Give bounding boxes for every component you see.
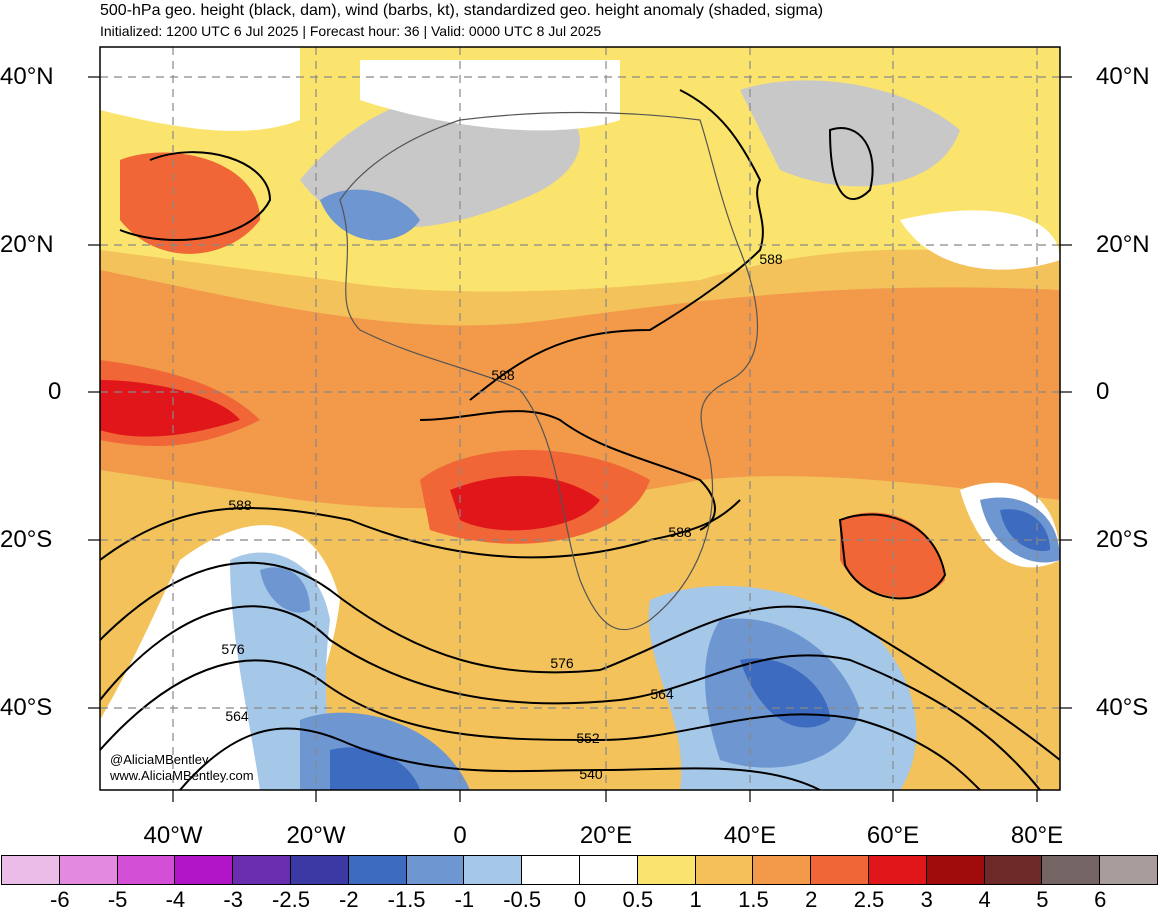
colorbar bbox=[1, 855, 1158, 885]
colorbar-tick-label: -0.5 bbox=[503, 887, 542, 912]
colorbar-swatch bbox=[1041, 855, 1101, 885]
colorbar-swatch bbox=[983, 855, 1043, 885]
colorbar-swatch bbox=[694, 855, 754, 885]
svg-text:576: 576 bbox=[550, 655, 574, 671]
colorbar-swatch bbox=[1099, 855, 1158, 885]
colorbar-tick-label: 5 bbox=[1036, 887, 1049, 912]
colorbar-tick-label: 1 bbox=[689, 887, 702, 912]
map-title: 500-hPa geo. height (black, dam), wind (… bbox=[100, 2, 824, 19]
svg-text:588: 588 bbox=[759, 251, 783, 267]
svg-text:552: 552 bbox=[576, 730, 600, 746]
colorbar-tick-label: 2.5 bbox=[853, 887, 885, 912]
colorbar-tick-label: 4 bbox=[978, 887, 991, 912]
map-subtitle: Initialized: 1200 UTC 6 Jul 2025 | Forec… bbox=[100, 23, 602, 39]
lat-label-left: 0 bbox=[48, 378, 62, 405]
svg-text:540: 540 bbox=[579, 766, 603, 782]
colorbar-swatch bbox=[174, 855, 234, 885]
colorbar-swatch bbox=[752, 855, 812, 885]
colorbar-swatch bbox=[405, 855, 465, 885]
colorbar-swatch bbox=[521, 855, 580, 885]
lat-label-left: 20°N bbox=[0, 231, 54, 258]
colorbar-swatch bbox=[232, 855, 291, 885]
colorbar-tick-label: 0 bbox=[573, 887, 587, 912]
credit-site: www.AliciaMBentley.com bbox=[110, 768, 254, 783]
svg-text:588: 588 bbox=[228, 497, 252, 513]
colorbar-swatch bbox=[1, 855, 60, 885]
colorbar-tick-label: 1.5 bbox=[738, 887, 769, 912]
colorbar-tick-label: -5 bbox=[107, 887, 128, 912]
svg-text:576: 576 bbox=[221, 641, 245, 657]
colorbar-tick-label: 6 bbox=[1094, 887, 1107, 912]
lat-label-left: 20°S bbox=[0, 526, 53, 553]
colorbar-swatch bbox=[116, 855, 176, 885]
lon-label: 60°E bbox=[866, 822, 920, 849]
lat-label-right: 20°S bbox=[1096, 526, 1149, 553]
colorbar-tick-label: -2 bbox=[339, 887, 359, 912]
colorbar-swatch bbox=[925, 855, 985, 885]
lon-label: 0 bbox=[453, 822, 467, 849]
lat-label-right: 40°N bbox=[1096, 63, 1150, 90]
colorbar-swatch bbox=[636, 855, 696, 885]
lon-label: 40°E bbox=[723, 822, 777, 849]
lat-label-right: 0 bbox=[1096, 378, 1110, 405]
colorbar-swatch bbox=[810, 855, 869, 885]
svg-text:564: 564 bbox=[225, 708, 249, 724]
weather-map: 588 588 588 588 576 576 564 564 552 540 bbox=[88, 46, 1072, 802]
colorbar-swatch bbox=[289, 855, 349, 885]
colorbar-swatch bbox=[58, 855, 118, 885]
lat-label-right: 20°N bbox=[1096, 231, 1150, 258]
colorbar-swatch bbox=[347, 855, 407, 885]
colorbar-tick-label: -4 bbox=[165, 887, 186, 912]
lon-label: 20°W bbox=[286, 822, 346, 849]
lat-label-right: 40°S bbox=[1096, 694, 1149, 721]
colorbar-tick-label: -2.5 bbox=[272, 887, 310, 912]
lon-label: 80°E bbox=[1010, 822, 1064, 849]
contour-label: 588 bbox=[228, 497, 252, 513]
lat-label-left: 40°S bbox=[0, 694, 53, 721]
colorbar-tick-label: -6 bbox=[50, 887, 70, 912]
svg-text:588: 588 bbox=[491, 367, 515, 383]
lon-label: 20°E bbox=[579, 822, 633, 849]
colorbar-tick-label: -1 bbox=[454, 887, 475, 912]
lon-label: 40°W bbox=[143, 822, 203, 849]
colorbar-tick-label: 3 bbox=[920, 887, 933, 912]
credit-handle: @AliciaMBentley bbox=[110, 752, 209, 767]
lat-label-left: 40°N bbox=[0, 63, 54, 90]
colorbar-tick-label: -3 bbox=[223, 887, 243, 912]
colorbar-tick-label: 0.5 bbox=[622, 887, 654, 912]
colorbar-swatch bbox=[867, 855, 927, 885]
colorbar-swatch bbox=[578, 855, 638, 885]
colorbar-swatch bbox=[463, 855, 523, 885]
colorbar-tick-label: -1.5 bbox=[387, 887, 426, 912]
svg-text:588: 588 bbox=[668, 524, 692, 540]
colorbar-tick-label: 2 bbox=[805, 887, 818, 912]
svg-text:564: 564 bbox=[650, 686, 674, 702]
